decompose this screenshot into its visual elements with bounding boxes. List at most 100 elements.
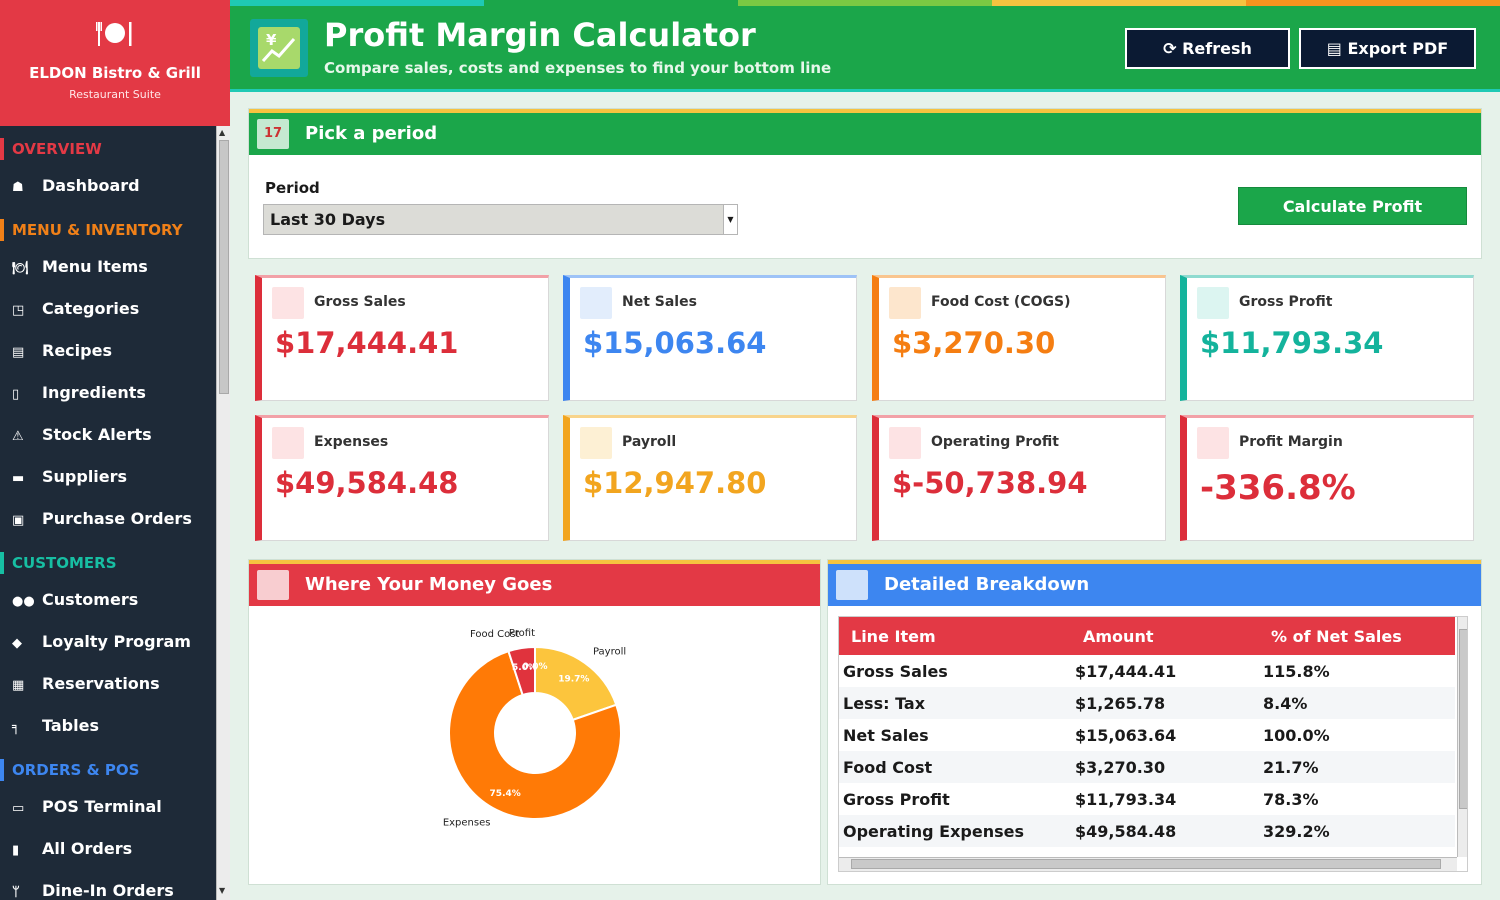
table-row: Food Cost $3,270.30 21.7% bbox=[839, 751, 1455, 783]
stat-label: Net Sales bbox=[622, 294, 697, 310]
stat-value: $15,063.64 bbox=[583, 326, 767, 360]
period-select[interactable]: Last 30 Days ▼ bbox=[263, 204, 738, 235]
sidebar-item-dashboard[interactable]: ☗ Dashboard bbox=[0, 169, 216, 203]
sidebar-item-stock-alerts[interactable]: ⚠ Stock Alerts bbox=[0, 418, 216, 452]
table-horizontal-scrollbar[interactable] bbox=[839, 857, 1457, 871]
sidebar-item-pos-terminal[interactable]: ▭ POS Terminal bbox=[0, 790, 216, 824]
page-header: ¥ Profit Margin Calculator Compare sales… bbox=[230, 6, 1500, 92]
period-panel-header: 17 Pick a period bbox=[249, 109, 1481, 155]
slice-category-label: Food Cost bbox=[470, 629, 519, 640]
stat-value: $17,444.41 bbox=[275, 326, 459, 360]
export-pdf-button[interactable]: ▤ Export PDF bbox=[1299, 28, 1476, 69]
slice-category-label: Expenses bbox=[443, 818, 491, 829]
sidebar-item-loyalty-program[interactable]: ◆ Loyalty Program bbox=[0, 625, 216, 659]
people-icon: ●● bbox=[12, 594, 35, 609]
sidebar-section-overview: OVERVIEW bbox=[0, 138, 216, 160]
scroll-up-icon[interactable]: ▲ bbox=[219, 128, 226, 137]
stripe-segment bbox=[992, 0, 1246, 6]
stat-label: Operating Profit bbox=[931, 434, 1059, 450]
chair-icon: ╕ bbox=[12, 720, 20, 735]
sidebar-item-all-orders[interactable]: ▮ All Orders bbox=[0, 832, 216, 866]
sidebar-scrollbar[interactable]: ▲ ▼ bbox=[216, 126, 230, 900]
stat-card-expenses: Expenses $49,584.48 bbox=[255, 415, 549, 541]
table-row: Gross Sales $17,444.41 115.8% bbox=[843, 661, 1330, 681]
table-row: Less: Tax $1,265.78 8.4% bbox=[839, 687, 1455, 719]
refresh-icon: ⟳ bbox=[1163, 39, 1183, 58]
sidebar-item-dine-in-orders[interactable]: ᛘ Dine-In Orders bbox=[0, 874, 216, 900]
slice-category-label: Profit bbox=[509, 628, 535, 639]
chart-up-icon: ¥ bbox=[250, 19, 308, 77]
calculate-profit-button[interactable]: Calculate Profit bbox=[1238, 187, 1467, 225]
breakdown-table-container[interactable]: Line Item Amount % of Net Sales Gross Sa… bbox=[838, 616, 1468, 872]
sidebar-item-menu-items[interactable]: 🍽 Menu Items bbox=[0, 250, 216, 284]
stat-card-profit-margin: Profit Margin -336.8% bbox=[1180, 415, 1474, 541]
fork-knife-icon: ᛘ bbox=[12, 885, 20, 900]
stat-value: $-50,738.94 bbox=[892, 466, 1088, 500]
sidebar-item-suppliers[interactable]: ▬ Suppliers bbox=[0, 460, 216, 494]
scroll-down-icon[interactable]: ▼ bbox=[219, 886, 226, 895]
stat-label: Expenses bbox=[314, 434, 389, 450]
gift-icon: ▣ bbox=[12, 513, 25, 528]
bar-chart-icon bbox=[580, 287, 612, 319]
trophy-icon bbox=[889, 427, 921, 459]
sidebar-item-ingredients[interactable]: ▯ Ingredients bbox=[0, 376, 216, 410]
stripe-segment bbox=[484, 0, 738, 6]
truck-icon: ▬ bbox=[12, 471, 25, 486]
sidebar: ELDON Bistro & Grill Restaurant Suite OV… bbox=[0, 0, 230, 900]
home-icon: ☗ bbox=[12, 180, 24, 195]
warning-icon: ⚠ bbox=[12, 429, 24, 444]
scrollbar-thumb[interactable] bbox=[219, 140, 229, 394]
cutlery-icon: 🍽 bbox=[12, 261, 29, 276]
chevron-down-icon: ▼ bbox=[723, 205, 737, 234]
scrollbar-thumb[interactable] bbox=[851, 859, 1441, 869]
stat-card-net-sales: Net Sales $15,063.64 bbox=[563, 275, 857, 401]
calendar-icon: 17 bbox=[257, 119, 289, 149]
scrollbar-thumb[interactable] bbox=[1459, 629, 1467, 809]
book-icon: ▤ bbox=[12, 345, 25, 360]
clipboard-icon bbox=[836, 570, 868, 600]
slice-value-label: 75.4% bbox=[490, 789, 521, 799]
table-row: Operating Expenses $49,584.48 329.2% bbox=[839, 815, 1455, 847]
sidebar-section-orders-pos: ORDERS & POS bbox=[0, 759, 216, 781]
slice-value-label: 5.0% bbox=[512, 663, 537, 673]
jar-icon: ▯ bbox=[12, 387, 20, 402]
slice-value-label: 0.0% bbox=[523, 662, 548, 672]
sidebar-item-customers[interactable]: ●● Customers bbox=[0, 583, 216, 617]
stat-value: $49,584.48 bbox=[275, 466, 459, 500]
money-donut-chart: 19.7% Payroll 75.4% Expenses 5.0% Food Cost 0.… bbox=[443, 628, 626, 829]
stat-label: Food Cost (COGS) bbox=[931, 294, 1071, 310]
page-title: Profit Margin Calculator bbox=[324, 16, 756, 54]
calendar-icon: ▦ bbox=[12, 678, 25, 693]
money-bag-icon bbox=[272, 287, 304, 319]
sidebar-item-categories[interactable]: ◳ Categories bbox=[0, 292, 216, 326]
bar-chart-icon bbox=[257, 570, 289, 600]
tag-icon: ◳ bbox=[12, 303, 25, 318]
brand-subtitle: Restaurant Suite bbox=[69, 88, 161, 101]
stripe-segment bbox=[1246, 0, 1500, 6]
money-chart-panel: Where Your Money Goes 19.7% Payroll 75.4% E… bbox=[248, 559, 821, 885]
stripe-segment bbox=[738, 0, 992, 6]
sidebar-item-reservations[interactable]: ▦ Reservations bbox=[0, 667, 216, 701]
table-row: Gross Profit $11,793.34 78.3% bbox=[843, 789, 1319, 809]
money-wings-icon bbox=[272, 427, 304, 459]
sidebar-item-purchase-orders[interactable]: ▣ Purchase Orders bbox=[0, 502, 216, 536]
brand-name: ELDON Bistro & Grill bbox=[29, 64, 201, 82]
donut-slice bbox=[448, 649, 622, 820]
stat-value: $3,270.30 bbox=[892, 326, 1056, 360]
svg-text:¥: ¥ bbox=[266, 31, 277, 49]
stat-card-food-cost: Food Cost (COGS) $3,270.30 bbox=[872, 275, 1166, 401]
breakdown-table: Line Item Amount % of Net Sales Gross Sa… bbox=[839, 617, 1455, 871]
stat-label: Payroll bbox=[622, 434, 677, 450]
breakdown-panel: Detailed Breakdown Line Item Amount % of… bbox=[827, 559, 1482, 885]
sidebar-item-recipes[interactable]: ▤ Recipes bbox=[0, 334, 216, 368]
stat-value: $12,947.80 bbox=[583, 466, 767, 500]
stat-label: Profit Margin bbox=[1239, 434, 1343, 450]
column-header-percent: % of Net Sales bbox=[1259, 617, 1455, 655]
plate-cutlery-icon bbox=[96, 22, 132, 46]
money-panel-header: Where Your Money Goes bbox=[249, 560, 820, 606]
sidebar-section-menu-inventory: MENU & INVENTORY bbox=[0, 219, 216, 241]
table-vertical-scrollbar[interactable] bbox=[1457, 617, 1467, 857]
refresh-button[interactable]: ⟳ Refresh bbox=[1125, 28, 1290, 69]
period-label: Period bbox=[265, 179, 320, 197]
sidebar-item-tables[interactable]: ╕ Tables bbox=[0, 709, 216, 743]
